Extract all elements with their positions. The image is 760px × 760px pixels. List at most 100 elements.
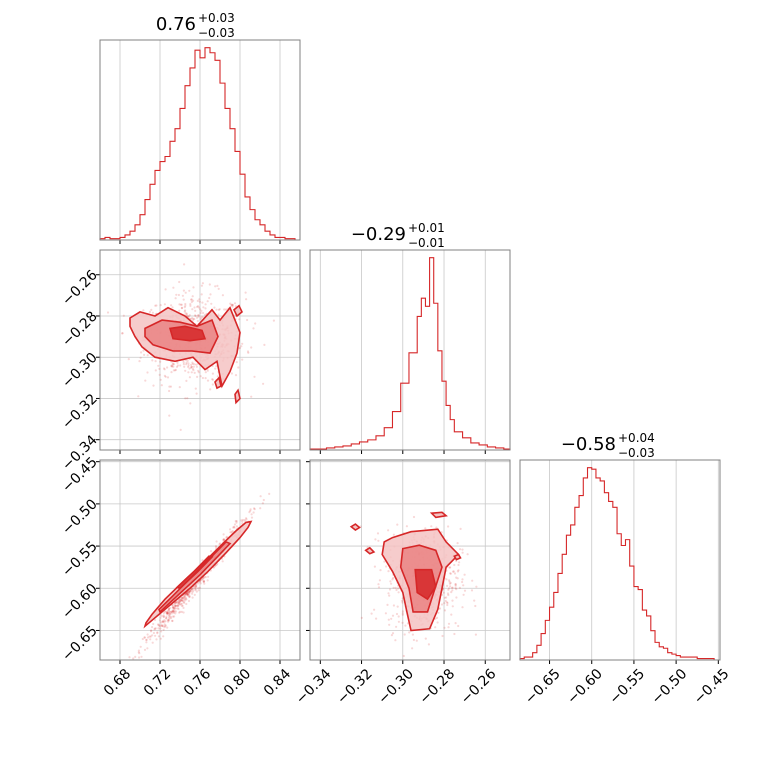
sample-point [211,378,214,381]
sample-point [183,596,186,599]
sample-point [139,356,142,359]
sample-point [178,303,181,306]
sample-point [191,319,194,322]
sample-point [445,578,448,581]
sample-point [167,619,170,622]
sample-point [252,327,255,330]
sample-point [160,623,163,626]
sample-point [185,313,188,316]
x-tick-label: −0.34 [293,666,335,708]
sample-point [223,308,226,311]
sample-point [160,614,163,618]
sample-point [401,621,404,624]
sample-point [238,346,242,350]
sample-point [187,591,190,594]
sample-point [138,656,141,659]
sample-point [132,657,135,660]
sample-point [463,589,467,592]
sample-point [187,590,190,593]
sample-point [461,578,464,581]
sample-point [401,601,404,604]
sample-point [164,624,167,627]
sample-point [202,580,205,583]
sample-point [240,519,243,522]
sample-point [180,602,183,605]
sample-point [466,553,469,556]
sample-point [166,376,170,379]
sample-point [456,570,459,573]
sample-point [199,375,202,378]
sample-point [179,303,182,306]
sample-point [199,311,202,315]
sample-point [456,577,459,580]
sample-point [184,593,187,596]
sample-point [448,582,451,585]
sample-point [178,598,181,601]
sample-point [178,600,181,603]
sample-point [191,367,194,370]
x-tick-label: 0.80 [221,666,254,699]
sample-point [182,289,185,292]
sample-point [219,542,222,545]
x-tick-label: −0.50 [649,666,691,708]
sample-point [183,306,186,309]
sample-point [176,361,179,364]
sample-point [461,548,464,551]
sample-point [176,364,179,367]
panel-title: 0.76 [156,14,196,35]
sample-point [462,584,465,587]
sample-point [191,596,194,599]
sample-point [187,315,190,318]
sample-point [152,384,155,387]
sample-point [245,298,248,301]
sample-point [214,545,218,548]
sample-point [159,621,163,624]
sample-point [195,363,198,366]
sample-point [424,637,427,640]
sample-point [217,287,220,290]
joint-p0-p1-frame [99,249,301,451]
sample-point [222,538,225,541]
sample-point [156,623,160,626]
sample-point [142,349,145,352]
sample-point [182,363,185,366]
sample-point [184,312,187,315]
sample-point [203,582,206,585]
sample-point [402,654,405,658]
sample-point [241,358,244,361]
sample-point [162,628,165,632]
sample-point [166,612,169,615]
sample-point [199,308,202,311]
sample-point [411,633,414,636]
sample-point [162,625,165,628]
y-tick-label: −0.50 [59,496,101,538]
sample-point [401,610,404,613]
sample-point [181,294,184,297]
sample-point [190,298,193,301]
sample-point [186,592,189,596]
sample-point [453,632,456,636]
sample-point [389,580,392,583]
sample-point [173,602,176,605]
sample-point [451,586,454,589]
sample-point [230,531,233,534]
sample-point [201,282,204,285]
sample-point [163,626,166,629]
sample-point [235,525,238,528]
sample-point [165,612,169,615]
sample-point [170,371,173,374]
sample-point [234,305,237,308]
sample-point [197,371,200,374]
joint-p0-p1-panel: −0.26−0.28−0.30−0.32−0.34 [59,250,300,474]
sample-point [187,593,190,596]
sample-point [166,619,170,622]
sample-point [168,389,171,393]
sample-point [444,599,447,603]
sample-point [233,526,236,529]
title-lower-error: −0.03 [618,446,655,460]
y-tick-label: −0.65 [59,623,101,665]
sample-point [168,614,171,618]
sample-point [162,611,165,615]
sample-point [167,607,170,610]
sample-point [183,598,186,601]
